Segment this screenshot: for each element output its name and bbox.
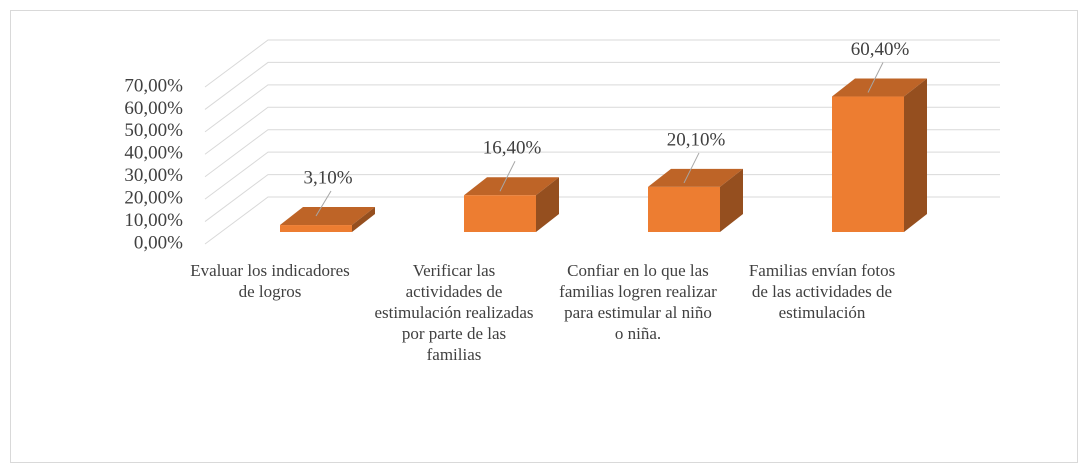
bar-front xyxy=(832,96,904,232)
leader-line xyxy=(499,160,516,192)
data-label: 60,40% xyxy=(851,39,910,60)
leader-line xyxy=(867,62,884,93)
bar xyxy=(464,177,559,232)
y-tick-label: 40,00% xyxy=(124,143,183,164)
bar-top xyxy=(832,78,927,97)
x-tick-label: Familias envían fotos de las actividades… xyxy=(748,261,896,322)
bar-side xyxy=(904,78,927,232)
x-tick-label: Verificar las actividades de estimulació… xyxy=(374,261,534,364)
y-tick-label: 70,00% xyxy=(124,75,183,96)
bar xyxy=(280,207,375,232)
y-tick-label: 0,00% xyxy=(134,232,183,253)
grid-line xyxy=(204,61,1000,110)
grid-line xyxy=(204,129,1000,178)
bar xyxy=(648,168,743,232)
bar-side xyxy=(536,177,559,232)
grid-line xyxy=(204,174,1000,222)
bar-front xyxy=(648,186,720,232)
grid-line xyxy=(204,84,1000,133)
grid-line xyxy=(204,151,1000,200)
x-tick-label: Evaluar los indicadores de logros xyxy=(190,261,350,301)
leader-line xyxy=(315,190,332,217)
grid-line xyxy=(204,39,1000,88)
y-tick-label: 50,00% xyxy=(124,120,183,141)
y-tick-label: 30,00% xyxy=(124,165,183,186)
x-tick-label: Confiar en lo que las familias logren re… xyxy=(559,261,717,343)
data-label: 20,10% xyxy=(667,129,726,150)
bar xyxy=(832,78,927,232)
leader-line xyxy=(683,152,700,184)
data-label: 16,40% xyxy=(483,138,542,159)
y-tick-label: 60,00% xyxy=(124,98,183,119)
bar-top xyxy=(280,207,375,226)
bar-side xyxy=(720,168,743,232)
grid-line xyxy=(204,106,1000,155)
y-tick-label: 20,00% xyxy=(124,188,183,209)
bar-front xyxy=(464,195,536,232)
bar-top xyxy=(648,168,743,187)
grid-line xyxy=(204,196,1000,245)
y-tick-label: 10,00% xyxy=(124,210,183,231)
bar-front xyxy=(280,225,352,232)
data-label: 3,10% xyxy=(303,167,352,188)
bar-side xyxy=(352,207,375,232)
bar-top xyxy=(464,177,559,196)
